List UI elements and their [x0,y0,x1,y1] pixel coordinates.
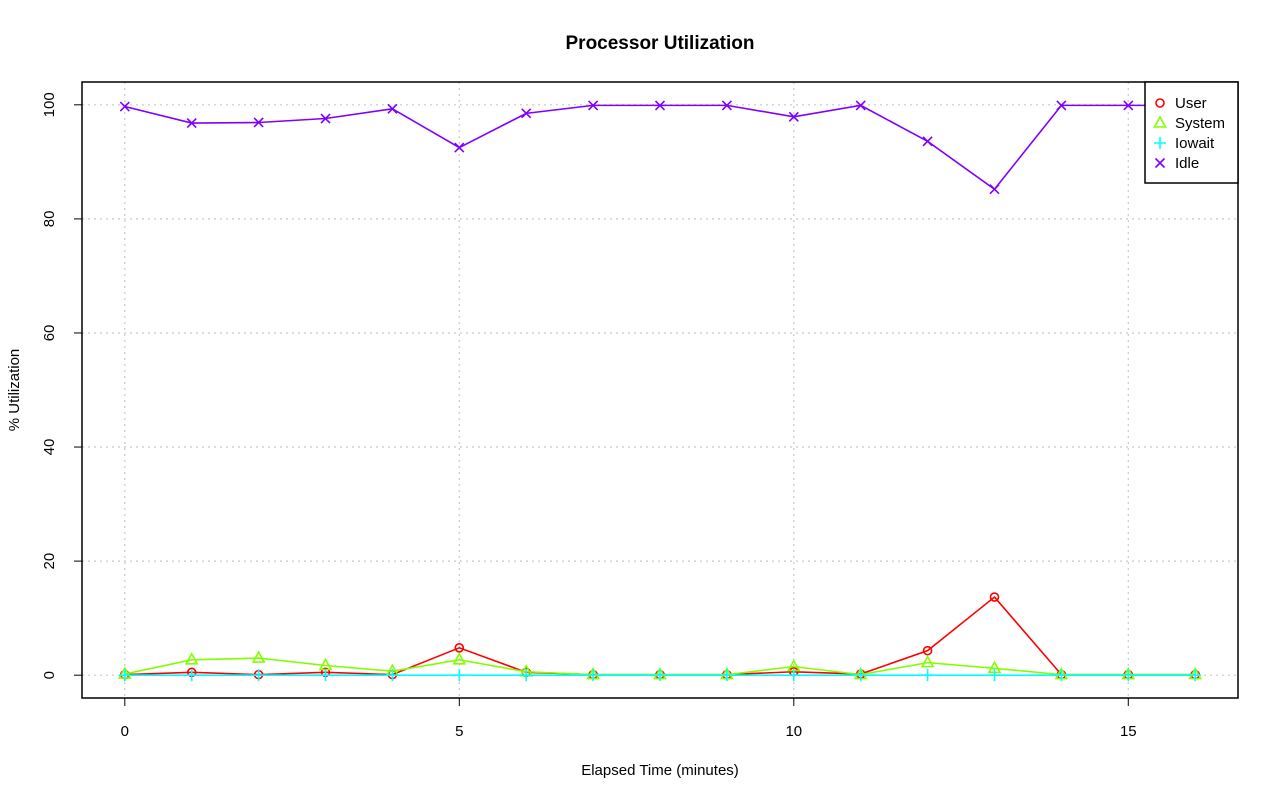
data-point-idle [253,117,264,128]
data-point-user [922,645,933,656]
y-tick-label: 100 [41,92,58,117]
data-point-iowait [720,669,733,682]
data-point-system [452,652,467,665]
x-tick-label: 15 [1120,723,1137,740]
data-point-idle [186,118,197,129]
data-point-iowait [185,669,198,682]
series-iowait [118,669,1202,682]
legend-marker-system [1153,115,1167,128]
data-point-iowait [1122,669,1135,682]
data-point-idle [989,184,1000,195]
legend-marker-idle [1154,157,1166,169]
legend: User System Iowait Idle [1144,81,1239,184]
data-point-user [989,592,1000,602]
data-point-idle [1123,100,1134,111]
data-point-iowait [1189,669,1202,682]
grid-lines [82,82,1238,698]
legend-label-idle: Idle [1175,155,1199,172]
data-point-idle [721,100,732,111]
legend-label-user: User [1175,95,1207,112]
data-point-iowait [252,669,265,682]
series-user [120,592,1200,680]
data-point-idle [320,113,331,124]
data-point-idle [922,136,933,147]
data-point-iowait [854,669,867,682]
y-tick-label: 80 [41,211,58,228]
chart-title: Processor Utilization [566,33,755,54]
series-lines [117,100,1203,682]
y-tick-label: 0 [41,671,58,679]
y-axis-label: % Utilization [6,349,23,432]
series-idle [119,100,1201,195]
data-point-iowait [319,669,332,682]
data-point-iowait [118,669,131,682]
y-tick-label: 20 [41,553,58,570]
data-point-iowait [386,669,399,682]
x-tick-label: 0 [121,723,129,740]
data-point-idle [454,142,465,153]
y-tick-label: 60 [41,325,58,342]
y-tick-label: 40 [41,439,58,456]
data-point-iowait [587,669,600,682]
legend-marker-iowait [1154,137,1166,149]
series-line-user [124,595,1196,676]
data-point-system [920,654,935,668]
series-line-idle [124,104,1196,191]
data-point-idle [521,108,532,119]
legend-label-system: System [1175,115,1225,132]
data-point-idle [788,111,799,122]
data-point-iowait [787,669,800,682]
data-point-idle [855,100,866,111]
data-point-user [454,643,465,653]
axes: 0 5 10 15 0 20 40 60 80 100 [41,92,1137,740]
data-point-idle [387,103,398,114]
data-point-iowait [1055,669,1068,682]
data-point-system [184,652,199,665]
legend-label-iowait: Iowait [1175,135,1215,152]
data-point-idle [654,100,666,111]
data-point-iowait [654,669,666,682]
data-point-idle [1056,100,1067,111]
data-point-system [251,650,266,663]
x-tick-label: 10 [785,723,802,740]
data-point-iowait [921,669,934,682]
data-point-idle [588,100,599,111]
plot-frame [81,81,1239,699]
data-point-iowait [988,669,1001,682]
x-axis-label: Elapsed Time (minutes) [581,762,739,779]
data-point-iowait [453,669,466,682]
x-tick-label: 5 [455,723,463,740]
legend-marker-user [1155,98,1165,108]
data-point-iowait [520,669,533,682]
data-point-idle [119,101,130,112]
